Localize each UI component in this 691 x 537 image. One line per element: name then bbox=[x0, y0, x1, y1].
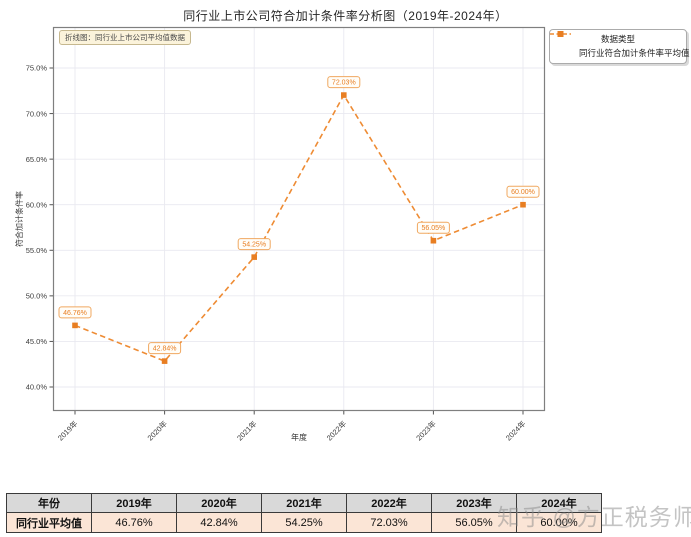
y-tick-label: 40.0% bbox=[26, 383, 48, 392]
legend-entry-label: 同行业符合加计条件率平均值 bbox=[579, 48, 690, 58]
table-cell: 42.84% bbox=[176, 512, 262, 533]
data-point-marker bbox=[341, 92, 347, 98]
table-cell: 56.05% bbox=[431, 512, 517, 533]
data-point-label-box bbox=[327, 76, 361, 89]
data-point-label-box bbox=[506, 185, 540, 198]
table-cell: 2020年 bbox=[176, 493, 262, 513]
table-cell: 72.03% bbox=[346, 512, 432, 533]
y-tick-label: 55.0% bbox=[26, 246, 48, 255]
legend-title: 数据类型 bbox=[600, 34, 635, 44]
chart-title: 同行业上市公司符合加计条件率分析图（2019年-2024年） bbox=[183, 9, 508, 23]
line-chart-plot: 40.0% 45.0% 50.0% 55.0% 60.0% 65.0% 70.0% 75.0%… bbox=[26, 26, 546, 443]
data-point-label-box bbox=[148, 342, 182, 355]
y-axis-label: 符合加计条件率 bbox=[15, 191, 24, 247]
legend-entry: 同行业符合加计条件率平均值 bbox=[550, 31, 690, 59]
data-point-label: 54.25% bbox=[242, 242, 266, 249]
dashed-line-square-marker-icon bbox=[550, 31, 575, 57]
data-point-marker bbox=[161, 358, 168, 364]
table-cell: 同行业平均值 bbox=[6, 512, 92, 533]
table-cell: 46.76% bbox=[91, 512, 177, 533]
data-point-marker bbox=[430, 237, 437, 244]
data-point-label: 42.84% bbox=[153, 346, 177, 353]
table-cell: 60.00% bbox=[516, 512, 602, 533]
table-cell: 2023年 bbox=[431, 493, 517, 513]
y-tick-label: 45.0% bbox=[26, 337, 48, 346]
data-point-marker bbox=[72, 322, 78, 329]
data-point-label: 56.05% bbox=[422, 225, 446, 232]
y-tick-label: 65.0% bbox=[26, 155, 48, 164]
watermark: 知乎 @方正税务师 bbox=[497, 504, 691, 530]
plot-border bbox=[52, 26, 546, 412]
table-cell: 2022年 bbox=[346, 493, 432, 513]
annotation-box: 折线图：同行业上市公司平均值数据 bbox=[59, 30, 191, 45]
figure: 同行业上市公司符合加计条件率分析图（2019年-2024年） 40.0% 45.0… bbox=[15, 9, 690, 443]
legend: 数据类型 同行业符合加计条件率平均值 bbox=[549, 29, 690, 64]
data-point-label: 60.00% bbox=[511, 189, 535, 196]
x-axis-label: 年度 bbox=[291, 433, 307, 442]
y-tick-label: 50.0% bbox=[26, 292, 48, 301]
data-point-label-box bbox=[58, 306, 92, 319]
data-point-label: 46.76% bbox=[63, 310, 87, 317]
table-row: 同行业平均值 46.76% 42.84% 54.25% 72.03% 56.05% 60.0… bbox=[6, 512, 602, 533]
data-point-marker bbox=[520, 201, 526, 208]
summary-table: 年份 2019年 2020年 2021年 2022年 2023年 2024年 同行业平均值 46… bbox=[6, 493, 602, 533]
data-point-marker bbox=[251, 254, 257, 260]
data-point-label: 72.03% bbox=[332, 80, 356, 87]
data-point-label-box bbox=[416, 221, 450, 234]
y-tick-label: 75.0% bbox=[26, 64, 48, 73]
data-point-label-box bbox=[237, 238, 271, 251]
y-tick-label: 60.0% bbox=[26, 200, 48, 209]
table-cell: 54.25% bbox=[261, 512, 347, 533]
table-cell: 2021年 bbox=[261, 493, 347, 513]
table-cell: 年份 bbox=[6, 493, 92, 513]
series-line bbox=[74, 93, 524, 363]
table-cell: 2019年 bbox=[91, 493, 177, 513]
y-tick-label: 70.0% bbox=[26, 109, 48, 118]
